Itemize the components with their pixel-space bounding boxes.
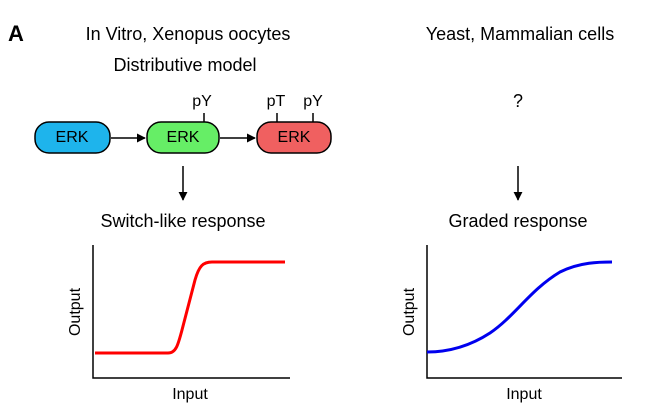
site-label: pT (267, 93, 286, 110)
graded-curve (426, 260, 613, 354)
erk-label: ERK (167, 129, 200, 146)
erk-node (146, 121, 220, 154)
y-axis-label: Output (67, 287, 84, 336)
response-label: Switch-like response (100, 211, 265, 231)
site-label: pY (303, 93, 323, 110)
erk-node (256, 121, 332, 154)
left-title: In Vitro, Xenopus oocytes (86, 24, 291, 44)
response-label: Graded response (448, 211, 587, 231)
y-axis-label: Output (401, 287, 418, 336)
erk-node (34, 121, 111, 154)
right-title: Yeast, Mammalian cells (426, 24, 614, 44)
x-axis-label: Input (172, 386, 208, 403)
panel-label: A (8, 21, 24, 46)
erk-label: ERK (56, 129, 89, 146)
x-axis-label: Input (506, 386, 542, 403)
axes (426, 245, 622, 379)
unknown-mechanism: ? (513, 91, 523, 111)
switch-curve (95, 260, 285, 355)
axes (92, 245, 290, 379)
erk-label: ERK (278, 129, 311, 146)
site-label: pY (192, 93, 212, 110)
left-subtitle: Distributive model (113, 55, 256, 75)
